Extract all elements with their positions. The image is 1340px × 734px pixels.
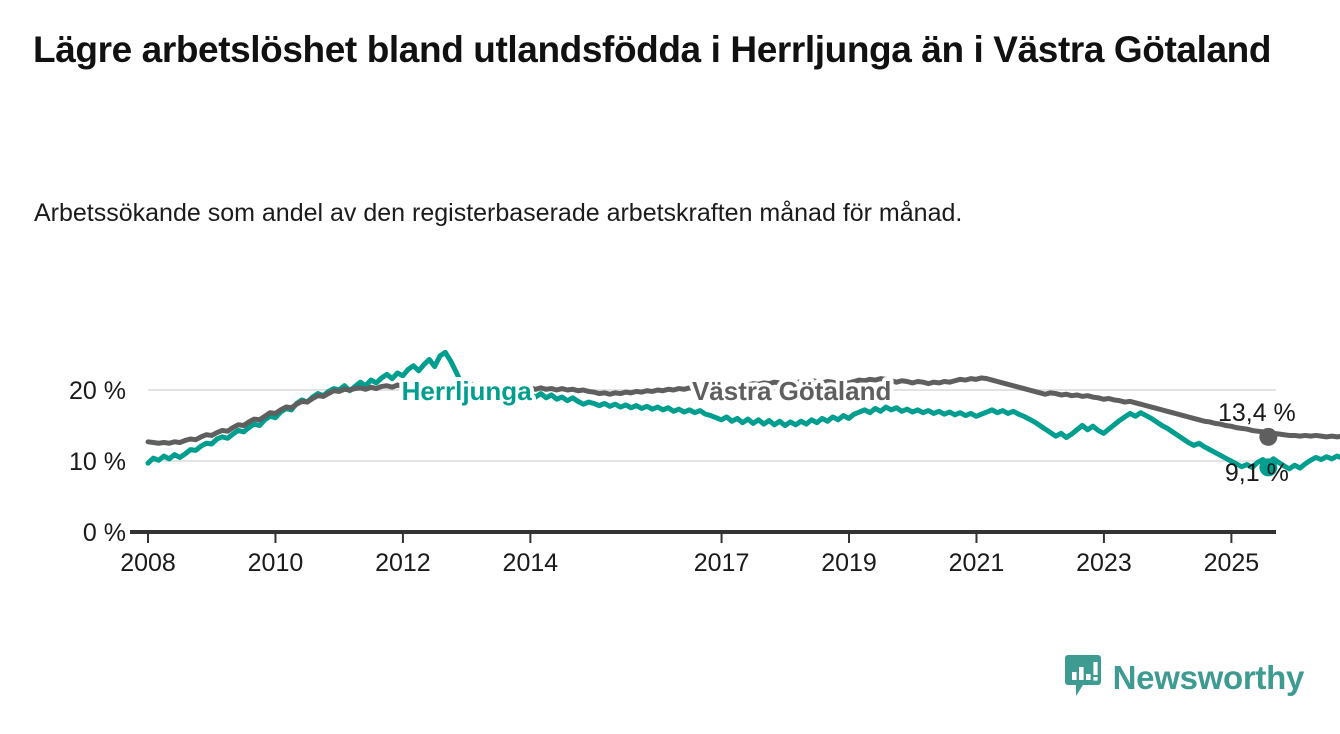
x-axis-tick-label: 2023 — [1076, 549, 1132, 577]
page-title: Lägre arbetslöshet bland utlandsfödda i … — [33, 29, 1272, 70]
y-axis-tick-labels: 0 % 10 % 20 % — [69, 377, 126, 547]
y-axis-tick-label: 0 % — [83, 519, 126, 547]
series-lines — [145, 349, 1340, 472]
x-axis-tick-label: 2014 — [503, 549, 559, 577]
y-axis-tick-label: 20 % — [69, 377, 126, 405]
end-marker-v-stra-g-taland — [1259, 427, 1278, 446]
x-axis-tick-label: 2012 — [375, 549, 431, 577]
series-label-västra-götaland: Västra Götaland — [692, 376, 891, 406]
x-axis-tick-label: 2008 — [120, 549, 176, 577]
x-axis — [130, 530, 1276, 543]
series-value-label: 13,4 % — [1218, 399, 1296, 427]
end-marker-herrljunga — [1259, 458, 1278, 477]
series-line-herrljunga — [145, 349, 1340, 472]
x-axis-tick-label: 2017 — [694, 549, 750, 577]
series-label-herrljunga: Herrljunga — [402, 376, 533, 406]
x-axis-tick-labels: 2008 2010 2012 2014 2017 2019 2021 2023 2025 — [120, 549, 1259, 577]
newsworthy-logo[interactable]: Newsworthy — [1064, 654, 1304, 700]
x-axis-tick-label: 2021 — [949, 549, 1005, 577]
series-value-labels: 13,4 % 9,1 % — [1218, 399, 1296, 487]
x-axis-tick-label: 2025 — [1204, 549, 1260, 577]
x-axis-tick-label: 2019 — [821, 549, 877, 577]
chart-container: 0 % 10 % 20 % Herrljunga Herrljunga Västra G… — [0, 330, 1340, 590]
series-line-v-stra-g-taland — [145, 375, 1340, 446]
chart-subtitle: Arbetssökande som andel av den registerb… — [34, 199, 963, 227]
x-axis-tick-label: 2010 — [248, 549, 304, 577]
series-end-markers — [1259, 427, 1278, 477]
y-axis-tick-label: 10 % — [69, 448, 126, 476]
series-label-västra-götaland: Västra Götaland — [692, 376, 891, 406]
logo-wordmark: Newsworthy — [1112, 658, 1305, 696]
series-label-herrljunga: Herrljunga — [402, 376, 533, 406]
speech-bubble-bar-chart-icon — [1064, 655, 1101, 696]
series-value-label: 9,1 % — [1225, 459, 1289, 487]
